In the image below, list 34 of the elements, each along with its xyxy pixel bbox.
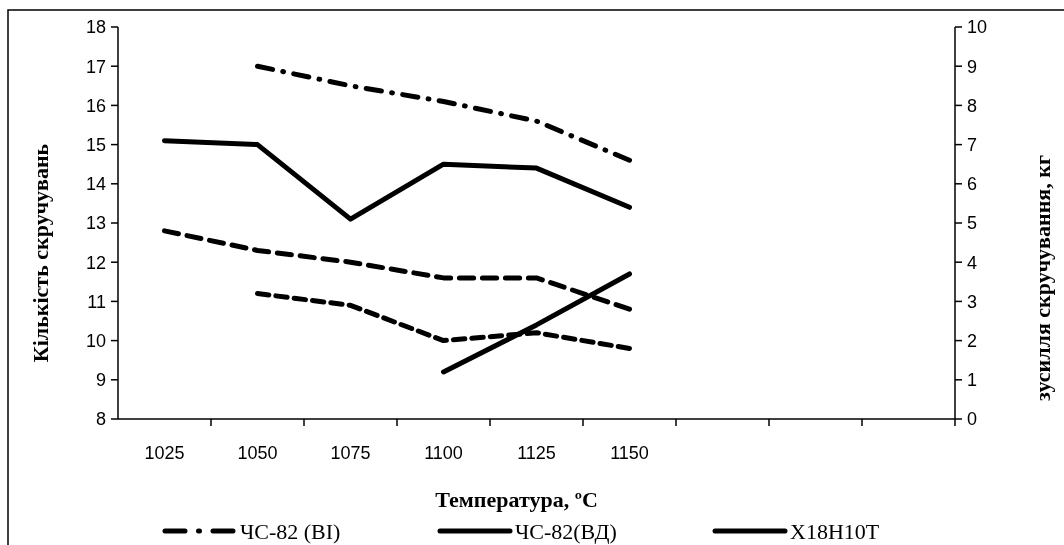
y2-tick-label: 10 — [967, 17, 988, 38]
y2-tick-label: 6 — [967, 174, 978, 195]
y2-tick-label: 8 — [967, 95, 978, 116]
y2-tick-label: 1 — [967, 370, 978, 391]
x-tick-label: 1050 — [237, 443, 278, 463]
y-tick-label: 11 — [87, 291, 106, 312]
y-tick-label: 10 — [85, 330, 106, 351]
y2-tick-label: 7 — [967, 134, 978, 155]
y-tick-label: 15 — [85, 134, 106, 155]
y-tick-label: 12 — [85, 252, 106, 273]
y2-tick-label: 2 — [967, 330, 978, 351]
y-tick-label: 8 — [95, 409, 106, 430]
y2-tick-label: 5 — [967, 213, 978, 234]
y-tick-label: 13 — [85, 213, 106, 234]
y2-tick-label: 0 — [967, 409, 978, 430]
y-axis-title: Кількість скручувань — [28, 143, 53, 363]
legend-label: ЧС-82 (ВІ) — [240, 518, 341, 544]
y-tick-label: 16 — [85, 95, 106, 116]
y2-tick-label: 4 — [967, 252, 978, 273]
y2-tick-label: 9 — [967, 56, 978, 77]
y-tick-label: 17 — [85, 56, 106, 77]
x-tick-label: 1100 — [424, 443, 463, 463]
x-tick-label: 1150 — [610, 443, 649, 463]
x-axis-title: Температура, ºC — [435, 487, 598, 512]
x-tick-label: 1075 — [330, 443, 371, 463]
y-tick-label: 9 — [95, 370, 106, 391]
legend-label: X18H10T — [790, 518, 880, 544]
x-tick-label: 1025 — [144, 443, 185, 463]
y2-axis-title: зусилля скручування, кг — [1030, 155, 1055, 401]
y2-tick-label: 3 — [967, 291, 978, 312]
x-tick-label: 1125 — [517, 443, 556, 463]
legend-label: ЧС-82(ВД) — [515, 518, 617, 544]
y-tick-label: 14 — [85, 174, 106, 195]
y-tick-label: 18 — [85, 17, 106, 38]
